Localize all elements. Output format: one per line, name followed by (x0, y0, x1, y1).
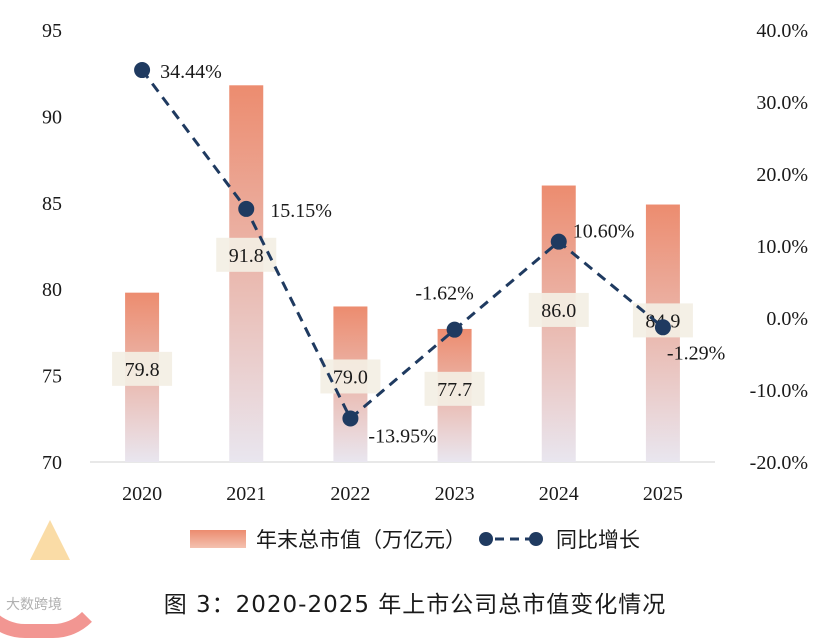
right-axis-tick: -20.0% (750, 452, 808, 474)
x-axis-tick: 2021 (226, 483, 266, 505)
bar-data-label: 86.0 (541, 300, 576, 322)
line-data-label: -13.95% (368, 425, 436, 447)
right-axis-tick: 10.0% (756, 236, 808, 258)
left-axis-tick: 85 (42, 193, 62, 215)
line-point (134, 62, 151, 79)
bar-label-bg (112, 351, 173, 386)
bar (229, 85, 264, 463)
x-axis: 2020 2021 2022 2023 2024 2025 (90, 461, 715, 505)
left-axis: 70 75 80 85 90 95 (42, 20, 62, 474)
source-watermark: 大数跨境 (6, 597, 62, 613)
figure-caption: 图 3：2020-2025 年上市公司总市值变化情况 (163, 592, 667, 618)
line-data-label: 15.15% (270, 200, 332, 222)
bar-series (125, 85, 680, 463)
x-axis-tick: 2022 (330, 483, 370, 505)
bar-data-label: 79.0 (333, 366, 368, 388)
x-axis-tick: 2020 (122, 483, 162, 505)
right-axis-tick: 0.0% (766, 308, 808, 330)
bar-label-bg (528, 292, 589, 327)
x-axis-tick: 2024 (539, 483, 579, 505)
legend-bar-label: 年末总市值（万亿元） (256, 528, 466, 552)
line-labels: 34.44% 15.15% -13.95% -1.62% 10.60% -1.29% (160, 61, 725, 447)
line-point (342, 410, 359, 427)
right-axis-tick: -10.0% (750, 380, 808, 402)
left-axis-tick: 75 (42, 366, 62, 388)
line-path (140, 69, 664, 421)
legend: 年末总市值（万亿元） 同比增长 (0, 522, 830, 556)
left-axis-tick: 70 (42, 452, 62, 474)
line-data-label: 34.44% (160, 61, 222, 83)
combo-chart: 70 75 80 85 90 95 -20.0% -10.0% 0.0% 10.0% 20.0% 3… (42, 20, 808, 505)
right-axis-tick: 40.0% (756, 20, 808, 42)
bar-data-label: 79.8 (125, 359, 160, 381)
line-point (654, 319, 671, 336)
line-data-label: -1.62% (415, 283, 473, 305)
legend-bar-swatch (190, 530, 246, 548)
bar-label-bg (424, 371, 485, 406)
line-point (550, 233, 567, 250)
left-axis-tick: 80 (42, 279, 62, 301)
legend-line-marker (479, 532, 543, 546)
bar-labels: 79.891.879.077.786.084.9 (112, 237, 693, 406)
line-data-label: -1.29% (667, 342, 725, 364)
line-point (238, 200, 255, 217)
bar-data-label: 77.7 (437, 379, 472, 401)
right-axis: -20.0% -10.0% 0.0% 10.0% 20.0% 30.0% 40.0% (750, 20, 808, 474)
x-axis-tick: 2023 (435, 483, 475, 505)
legend-line-label: 同比增长 (556, 528, 640, 552)
x-axis-tick: 2025 (643, 483, 683, 505)
line-data-label: 10.60% (573, 221, 635, 243)
left-axis-tick: 95 (42, 20, 62, 42)
line-point (446, 321, 463, 338)
bar-data-label: 91.8 (229, 245, 264, 267)
decorative-triangle (30, 520, 70, 560)
line-series (134, 62, 671, 427)
right-axis-tick: 30.0% (756, 92, 808, 114)
bar-label-bg (216, 237, 277, 272)
right-axis-tick: 20.0% (756, 164, 808, 186)
left-axis-tick: 90 (42, 106, 62, 128)
